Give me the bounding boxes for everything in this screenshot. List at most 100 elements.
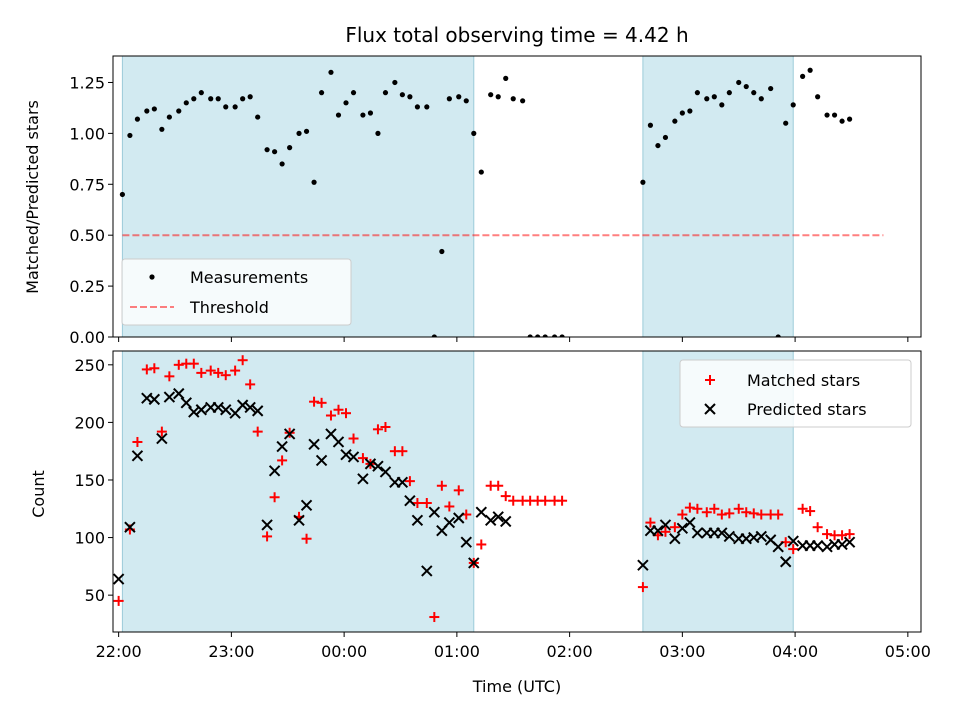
measurement-point bbox=[287, 145, 293, 151]
predicted-star-point-b bbox=[300, 499, 313, 512]
predicted-star-point-b bbox=[148, 393, 161, 406]
x-tick-label: 04:00 bbox=[772, 642, 818, 661]
top-y-tick-label: 0.00 bbox=[69, 328, 105, 347]
predicted-star-point-b bbox=[676, 522, 689, 535]
measurement-point bbox=[296, 130, 302, 136]
top-y-tick-label: 0.50 bbox=[69, 226, 105, 245]
measurement-point bbox=[176, 108, 182, 114]
measurement-point bbox=[151, 106, 157, 112]
predicted-star-point-b bbox=[173, 387, 185, 400]
predicted-star-point bbox=[113, 573, 125, 585]
predicted-star-point-b bbox=[212, 401, 224, 414]
measurement-point bbox=[758, 96, 764, 102]
x-axis-label: Time (UTC) bbox=[472, 677, 561, 696]
predicted-star-point bbox=[163, 391, 176, 403]
measurement-point bbox=[846, 116, 853, 122]
predicted-star-point-b bbox=[180, 397, 192, 409]
matched-star-point bbox=[805, 506, 816, 517]
bottom-panel: 50 100 150 200 250 22:00 23:00 00:00 01:00 02:00 0… bbox=[74, 350, 931, 661]
matched-star-point bbox=[341, 408, 352, 419]
measurement-point bbox=[223, 104, 229, 110]
measurement-point bbox=[272, 149, 278, 155]
top-panel: 0.00 0.25 0.50 0.75 1.00 1.25 Measurements Thre… bbox=[69, 55, 922, 347]
predicted-star-point bbox=[453, 512, 465, 524]
measurement-point bbox=[831, 112, 838, 118]
predicted-star-point bbox=[195, 404, 208, 416]
measurement-point bbox=[367, 110, 374, 116]
predicted-star-point-b bbox=[691, 527, 704, 539]
measurement-point bbox=[640, 179, 646, 185]
measurement-point bbox=[790, 102, 796, 108]
predicted-star-point-b bbox=[195, 404, 208, 416]
matched-star-point bbox=[645, 517, 656, 528]
measurement-point bbox=[751, 90, 757, 96]
predicted-star-point bbox=[669, 533, 681, 545]
matched-star-point bbox=[837, 530, 848, 541]
predicted-star-point-b bbox=[244, 401, 256, 414]
predicted-star-point-b bbox=[764, 534, 777, 546]
matched-star-point bbox=[822, 529, 833, 540]
predicted-star-point bbox=[691, 527, 704, 539]
predicted-star-point-b bbox=[716, 527, 728, 539]
legend-predicted-label: Predicted stars bbox=[747, 400, 867, 419]
predicted-star-point bbox=[821, 541, 833, 553]
measurement-point bbox=[335, 112, 342, 118]
matched-star-point bbox=[380, 422, 391, 433]
measurement-point bbox=[255, 114, 261, 120]
matched-star-point bbox=[252, 426, 263, 437]
legend-matched-label: Matched stars bbox=[747, 371, 860, 390]
predicted-star-point bbox=[300, 499, 313, 512]
measurement-point bbox=[247, 94, 253, 100]
x-tick-label: 00:00 bbox=[321, 642, 367, 661]
legend-predicted-marker-b bbox=[704, 403, 716, 415]
predicted-star-point bbox=[443, 516, 456, 529]
predicted-star-point bbox=[460, 536, 472, 548]
measurement-point bbox=[679, 110, 685, 116]
matched-star-point bbox=[812, 522, 823, 533]
predicted-star-point-b bbox=[723, 530, 736, 543]
top-legend: Measurements Threshold bbox=[121, 258, 352, 326]
predicted-star-point bbox=[244, 401, 256, 414]
predicted-star-point bbox=[364, 458, 377, 470]
matched-star-point bbox=[309, 396, 320, 407]
measurement-point bbox=[183, 100, 189, 106]
predicted-star-point-b bbox=[325, 428, 337, 440]
matched-star-point bbox=[262, 531, 273, 542]
matched-star-point bbox=[716, 509, 727, 520]
measurement-point bbox=[768, 85, 774, 92]
matched-star-point bbox=[113, 595, 124, 606]
measurement-point bbox=[431, 334, 437, 337]
measurement-point bbox=[478, 169, 484, 175]
predicted-star-point bbox=[308, 438, 320, 450]
predicted-star-point-b bbox=[468, 557, 480, 569]
predicted-star-point-b bbox=[740, 533, 752, 545]
predicted-star-point-b bbox=[293, 514, 305, 526]
matched-star-point bbox=[669, 522, 680, 533]
predicted-star-point-b bbox=[811, 539, 824, 552]
measurement-point bbox=[144, 108, 150, 114]
predicted-star-point bbox=[684, 516, 696, 529]
predicted-star-point bbox=[716, 527, 728, 539]
matched-star-point bbox=[188, 358, 199, 369]
matched-star-point bbox=[196, 367, 207, 378]
predicted-star-point-b bbox=[396, 476, 409, 488]
predicted-star-point-b bbox=[188, 406, 200, 418]
x-tick-label: 05:00 bbox=[885, 642, 931, 661]
predicted-star-point-b bbox=[113, 573, 125, 585]
matched-star-point bbox=[269, 492, 280, 503]
matched-star-point bbox=[493, 480, 504, 491]
measurement-point bbox=[232, 104, 238, 110]
measurement-point bbox=[800, 73, 806, 79]
measurement-point bbox=[240, 96, 246, 102]
matched-star-point bbox=[788, 544, 799, 555]
top-y-tick-label: 0.25 bbox=[69, 277, 105, 296]
matched-star-point bbox=[660, 526, 671, 537]
measurement-point bbox=[694, 90, 700, 96]
matched-star-point bbox=[444, 501, 455, 512]
measurement-point bbox=[350, 90, 357, 96]
matched-star-point bbox=[237, 355, 248, 366]
legend-predicted-marker bbox=[704, 403, 716, 415]
measurement-point bbox=[279, 161, 285, 167]
matched-star-point bbox=[724, 508, 735, 519]
